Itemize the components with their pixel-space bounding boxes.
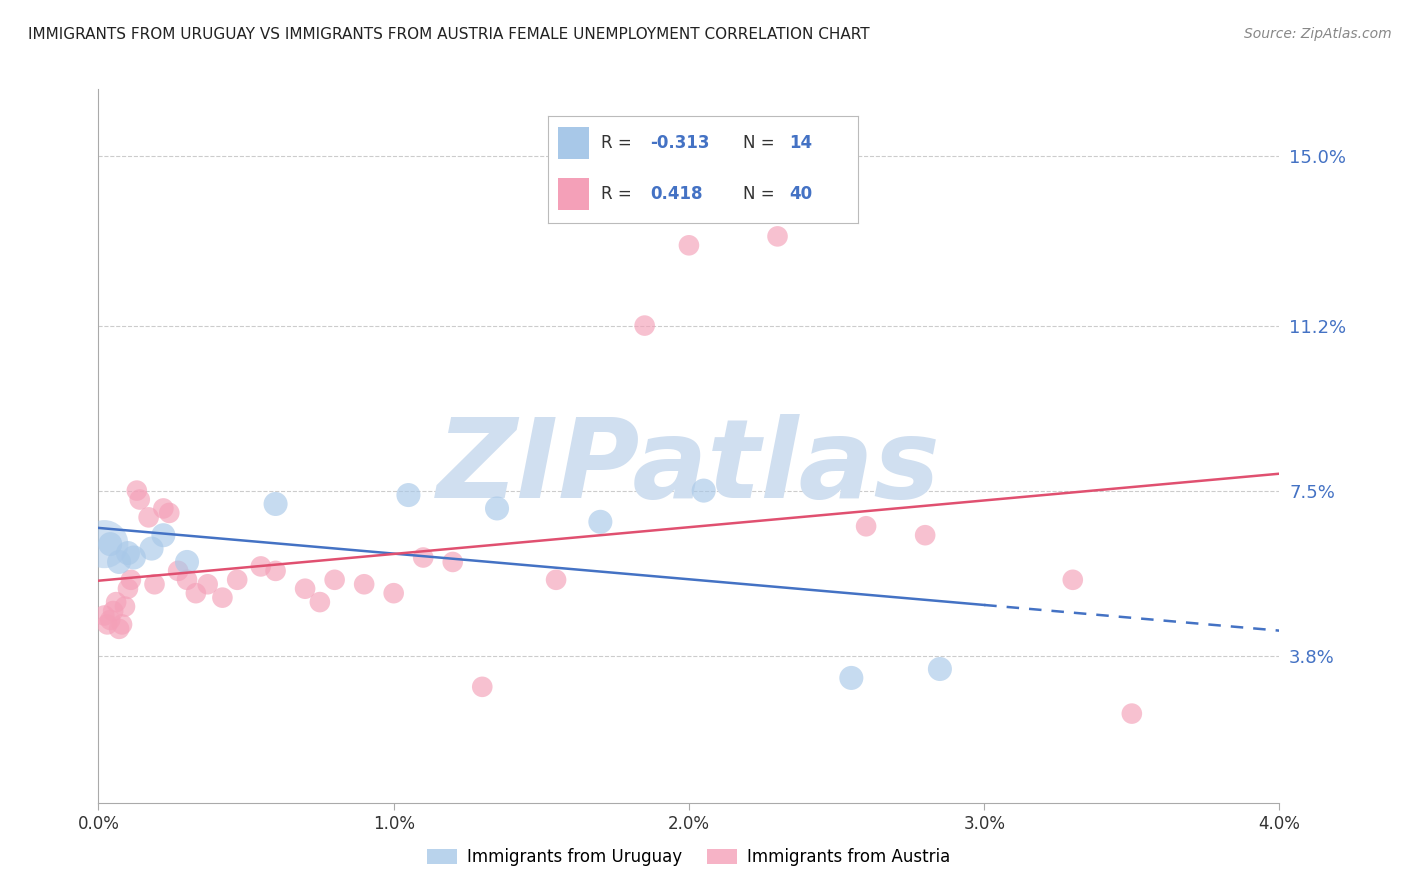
Point [396,488,419,502]
Point [633,318,655,333]
Point [176,555,198,569]
Point [125,483,148,498]
Point [486,501,509,516]
Point [766,229,789,244]
Point [98,537,121,551]
Point [152,528,174,542]
Point [264,564,287,578]
Point [839,671,862,685]
Point [93,608,115,623]
Point [308,595,332,609]
Point [412,550,434,565]
Text: ZIPatlas: ZIPatlas [437,414,941,521]
Point [184,586,207,600]
Point [157,506,180,520]
Point [382,586,405,600]
Point [294,582,316,596]
Text: N =: N = [744,186,780,203]
Point [114,599,136,614]
Text: R =: R = [600,186,637,203]
Point [143,577,166,591]
Point [111,617,134,632]
Point [226,573,249,587]
Point [678,238,700,252]
Point [117,546,139,560]
Text: 40: 40 [790,186,813,203]
Text: 0.418: 0.418 [651,186,703,203]
Point [589,515,612,529]
Point [914,528,936,542]
FancyBboxPatch shape [558,178,589,211]
Point [855,519,877,533]
Point [152,501,174,516]
Point [108,555,131,569]
Text: -0.313: -0.313 [651,134,710,152]
Text: N =: N = [744,134,780,152]
Point [103,604,125,618]
Point [98,613,121,627]
Text: Source: ZipAtlas.com: Source: ZipAtlas.com [1244,27,1392,41]
Text: 14: 14 [790,134,813,152]
Point [167,564,190,578]
Point [96,617,118,632]
Point [928,662,950,676]
Point [546,573,568,587]
Point [323,573,346,587]
Point [108,622,131,636]
Text: IMMIGRANTS FROM URUGUAY VS IMMIGRANTS FROM AUSTRIA FEMALE UNEMPLOYMENT CORRELATI: IMMIGRANTS FROM URUGUAY VS IMMIGRANTS FR… [28,27,870,42]
Point [471,680,494,694]
Point [264,497,287,511]
Point [176,573,198,587]
Point [197,577,219,591]
Point [141,541,163,556]
Point [250,559,273,574]
Point [117,582,139,596]
Point [128,492,150,507]
Point [441,555,464,569]
Legend: Immigrants from Uruguay, Immigrants from Austria: Immigrants from Uruguay, Immigrants from… [420,842,957,873]
Point [122,550,145,565]
Point [692,483,714,498]
Point [138,510,160,524]
Point [1121,706,1143,721]
Point [120,573,142,587]
Point [211,591,233,605]
Text: R =: R = [600,134,637,152]
Point [353,577,375,591]
Point [1062,573,1084,587]
Point [105,595,128,609]
FancyBboxPatch shape [558,127,589,159]
Point [93,537,115,551]
